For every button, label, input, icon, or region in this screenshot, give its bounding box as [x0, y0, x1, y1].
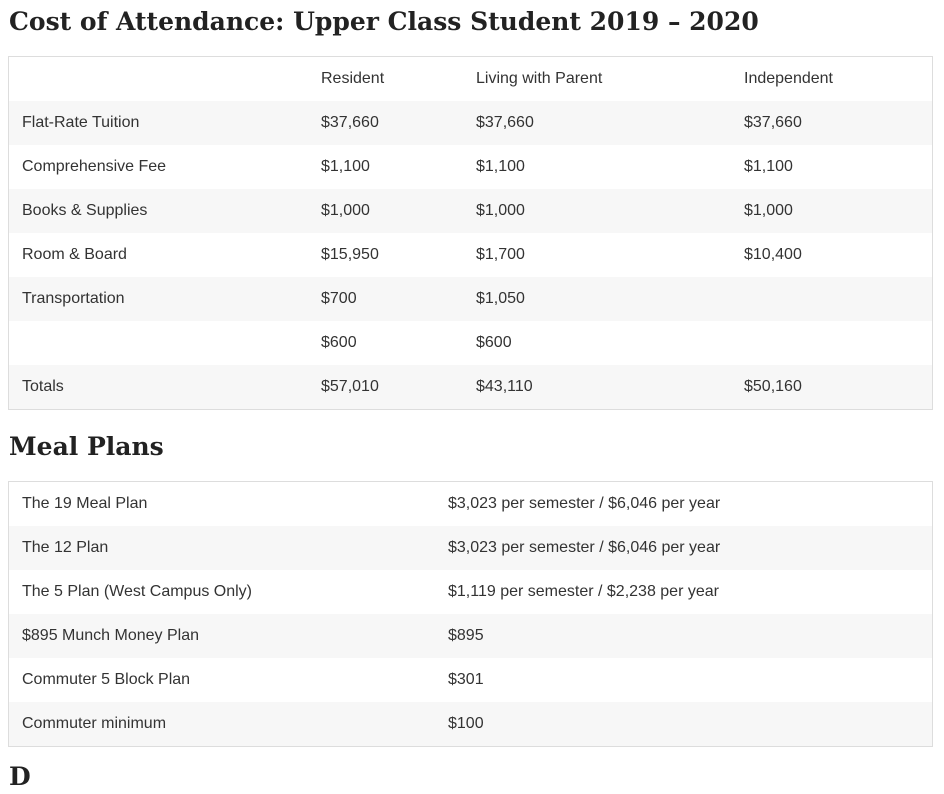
table-header-living-with-parent: Living with Parent: [463, 56, 731, 101]
table-header-resident: Resident: [308, 56, 463, 101]
table-row-totals: Totals $57,010 $43,110 $50,160: [8, 365, 933, 410]
meal-plan-price: $3,023 per semester / $6,046 per year: [435, 526, 933, 570]
meal-plan-price: $100: [435, 702, 933, 747]
living-with-parent-cost: $1,000: [463, 189, 731, 233]
table-row: Comprehensive Fee $1,100 $1,100 $1,100: [8, 145, 933, 189]
resident-cost: $1,100: [308, 145, 463, 189]
resident-total: $57,010: [308, 365, 463, 410]
independent-cost: $1,000: [731, 189, 933, 233]
meal-plan-price: $3,023 per semester / $6,046 per year: [435, 481, 933, 526]
table-row: Room & Board $15,950 $1,700 $10,400: [8, 233, 933, 277]
resident-cost: $700: [308, 277, 463, 321]
meal-plans-table: The 19 Meal Plan $3,023 per semester / $…: [8, 481, 933, 747]
meal-plan-price: $301: [435, 658, 933, 702]
cost-of-attendance-heading: Cost of Attendance: Upper Class Student …: [9, 7, 759, 36]
independent-cost: $37,660: [731, 101, 933, 145]
table-row: The 19 Meal Plan $3,023 per semester / $…: [8, 481, 933, 526]
independent-cost: $1,100: [731, 145, 933, 189]
table-header-independent: Independent: [731, 56, 933, 101]
independent-cost: $10,400: [731, 233, 933, 277]
table-row: Commuter minimum $100: [8, 702, 933, 747]
table-row: Flat-Rate Tuition $37,660 $37,660 $37,66…: [8, 101, 933, 145]
resident-cost: $37,660: [308, 101, 463, 145]
row-label: Flat-Rate Tuition: [8, 101, 308, 145]
independent-cost: [731, 321, 933, 365]
independent-total: $50,160: [731, 365, 933, 410]
meal-plan-name: The 19 Meal Plan: [8, 481, 435, 526]
meal-plans-heading: Meal Plans: [9, 432, 164, 461]
row-label: Comprehensive Fee: [8, 145, 308, 189]
row-label: [8, 321, 308, 365]
independent-cost: [731, 277, 933, 321]
meal-plan-name: $895 Munch Money Plan: [8, 614, 435, 658]
meal-plan-name: The 5 Plan (West Campus Only): [8, 570, 435, 614]
row-label: Books & Supplies: [8, 189, 308, 233]
resident-cost: $1,000: [308, 189, 463, 233]
table-row: Transportation $700 $1,050: [8, 277, 933, 321]
next-section-heading: D: [9, 762, 31, 791]
meal-plan-price: $1,119 per semester / $2,238 per year: [435, 570, 933, 614]
cost-of-attendance-table: Resident Living with Parent Independent …: [8, 56, 933, 410]
living-with-parent-cost: $1,050: [463, 277, 731, 321]
table-header-cell: [8, 56, 308, 101]
row-label: Totals: [8, 365, 308, 410]
table-row: $895 Munch Money Plan $895: [8, 614, 933, 658]
meal-plan-price: $895: [435, 614, 933, 658]
living-with-parent-cost: $1,100: [463, 145, 731, 189]
meal-plan-name: Commuter minimum: [8, 702, 435, 747]
resident-cost: $15,950: [308, 233, 463, 277]
living-with-parent-cost: $600: [463, 321, 731, 365]
row-label: Transportation: [8, 277, 308, 321]
resident-cost: $600: [308, 321, 463, 365]
table-row: The 12 Plan $3,023 per semester / $6,046…: [8, 526, 933, 570]
table-header-row: Resident Living with Parent Independent: [8, 56, 933, 101]
table-row: $600 $600: [8, 321, 933, 365]
table-row: The 5 Plan (West Campus Only) $1,119 per…: [8, 570, 933, 614]
table-row: Books & Supplies $1,000 $1,000 $1,000: [8, 189, 933, 233]
meal-plan-name: The 12 Plan: [8, 526, 435, 570]
table-row: Commuter 5 Block Plan $301: [8, 658, 933, 702]
living-with-parent-cost: $1,700: [463, 233, 731, 277]
living-with-parent-total: $43,110: [463, 365, 731, 410]
meal-plan-name: Commuter 5 Block Plan: [8, 658, 435, 702]
row-label: Room & Board: [8, 233, 308, 277]
living-with-parent-cost: $37,660: [463, 101, 731, 145]
